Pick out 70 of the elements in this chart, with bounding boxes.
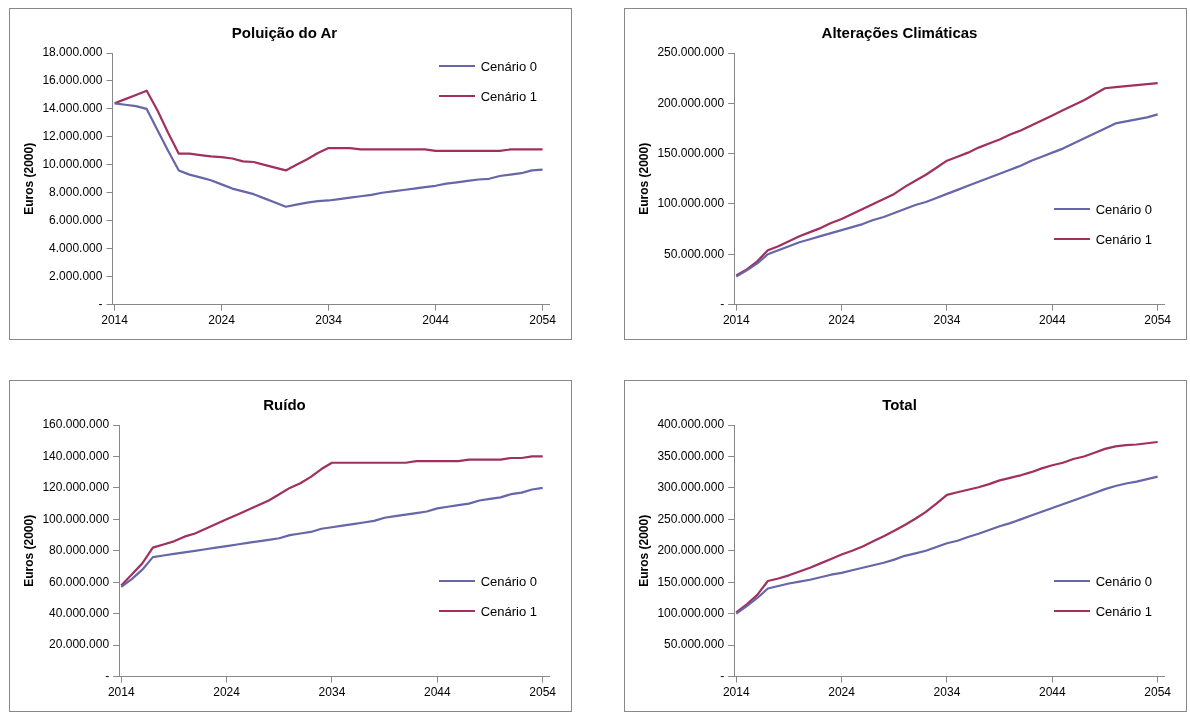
y-tick-label: 40.000.000 bbox=[49, 606, 110, 621]
y-axis-title: Euros (2000) bbox=[21, 142, 36, 215]
y-tick-label: 400.000.000 bbox=[657, 417, 725, 432]
y-tick-label: 6.000.000 bbox=[49, 213, 103, 228]
x-tick-label: 2044 bbox=[1038, 685, 1066, 700]
y-tick-label: 4.000.000 bbox=[49, 241, 103, 255]
x-tick-label: 2014 bbox=[107, 685, 135, 700]
x-tick-label: 2054 bbox=[529, 313, 557, 328]
y-tick-label: - bbox=[720, 296, 725, 311]
y-tick-label: 12.000.000 bbox=[42, 129, 103, 144]
chart-title: Ruído bbox=[263, 396, 306, 414]
y-tick-label: 200.000.000 bbox=[657, 543, 725, 558]
y-tick-label: - bbox=[98, 296, 103, 311]
x-tick-label: 2034 bbox=[315, 313, 343, 328]
x-tick-label: 2014 bbox=[722, 685, 750, 700]
y-tick-label: 10.000.000 bbox=[42, 157, 103, 172]
y-axis-title: Euros (2000) bbox=[636, 514, 651, 587]
y-tick-label: - bbox=[720, 668, 725, 683]
y-tick-label: 14.000.000 bbox=[42, 101, 103, 116]
x-tick-label: 2044 bbox=[422, 313, 450, 328]
y-tick-label: 60.000.000 bbox=[49, 574, 110, 589]
y-tick-label: - bbox=[105, 668, 110, 683]
x-tick-label: 2024 bbox=[828, 685, 856, 700]
x-tick-label: 2054 bbox=[529, 685, 557, 700]
y-tick-label: 150.000.000 bbox=[657, 145, 725, 160]
x-tick-label: 2014 bbox=[101, 313, 129, 328]
y-tick-label: 150.000.000 bbox=[657, 574, 725, 589]
y-tick-label: 350.000.000 bbox=[657, 448, 725, 463]
y-tick-label: 100.000.000 bbox=[42, 511, 110, 526]
x-tick-label: 2034 bbox=[318, 685, 346, 700]
legend-label: Cenário 1 bbox=[480, 603, 537, 619]
y-axis-title: Euros (2000) bbox=[636, 142, 651, 215]
legend-label: Cenário 1 bbox=[1095, 231, 1152, 247]
y-tick-label: 50.000.000 bbox=[664, 246, 725, 261]
x-tick-label: 2024 bbox=[213, 685, 241, 700]
y-axis-title: Euros (2000) bbox=[21, 514, 36, 587]
x-tick-label: 2044 bbox=[1038, 313, 1066, 328]
y-tick-label: 200.000.000 bbox=[657, 95, 725, 110]
x-tick-label: 2044 bbox=[423, 685, 451, 700]
y-tick-label: 20.000.000 bbox=[49, 637, 110, 652]
legend-label: Cenário 1 bbox=[1095, 603, 1152, 619]
y-tick-label: 160.000.000 bbox=[42, 417, 110, 432]
legend-label: Cenário 0 bbox=[480, 573, 537, 589]
x-tick-label: 2024 bbox=[208, 313, 236, 328]
y-tick-label: 18.000.000 bbox=[42, 45, 103, 60]
legend-label: Cenário 0 bbox=[1095, 573, 1152, 589]
x-tick-label: 2014 bbox=[722, 313, 750, 328]
y-tick-label: 100.000.000 bbox=[657, 606, 725, 621]
x-tick-label: 2024 bbox=[828, 313, 856, 328]
y-tick-label: 16.000.000 bbox=[42, 73, 103, 88]
x-tick-label: 2054 bbox=[1144, 685, 1172, 700]
y-tick-label: 8.000.000 bbox=[49, 185, 103, 200]
chart-title: Poluição do Ar bbox=[231, 24, 338, 42]
y-tick-label: 140.000.000 bbox=[42, 448, 110, 463]
legend-label: Cenário 0 bbox=[480, 58, 537, 74]
y-tick-label: 2.000.000 bbox=[49, 268, 103, 283]
y-tick-label: 250.000.000 bbox=[657, 511, 725, 526]
x-tick-label: 2054 bbox=[1144, 313, 1172, 328]
y-tick-label: 120.000.000 bbox=[42, 480, 110, 495]
y-tick-label: 80.000.000 bbox=[49, 543, 110, 558]
legend-label: Cenário 0 bbox=[1095, 201, 1152, 217]
y-tick-label: 50.000.000 bbox=[664, 637, 725, 652]
y-tick-label: 250.000.000 bbox=[657, 45, 725, 60]
x-tick-label: 2034 bbox=[933, 685, 961, 700]
y-tick-label: 300.000.000 bbox=[657, 480, 725, 495]
chart-title: Total bbox=[882, 396, 917, 414]
legend-label: Cenário 1 bbox=[480, 88, 537, 104]
chart-title: Alterações Climáticas bbox=[821, 24, 978, 42]
y-tick-label: 100.000.000 bbox=[657, 196, 725, 211]
x-tick-label: 2034 bbox=[933, 313, 961, 328]
